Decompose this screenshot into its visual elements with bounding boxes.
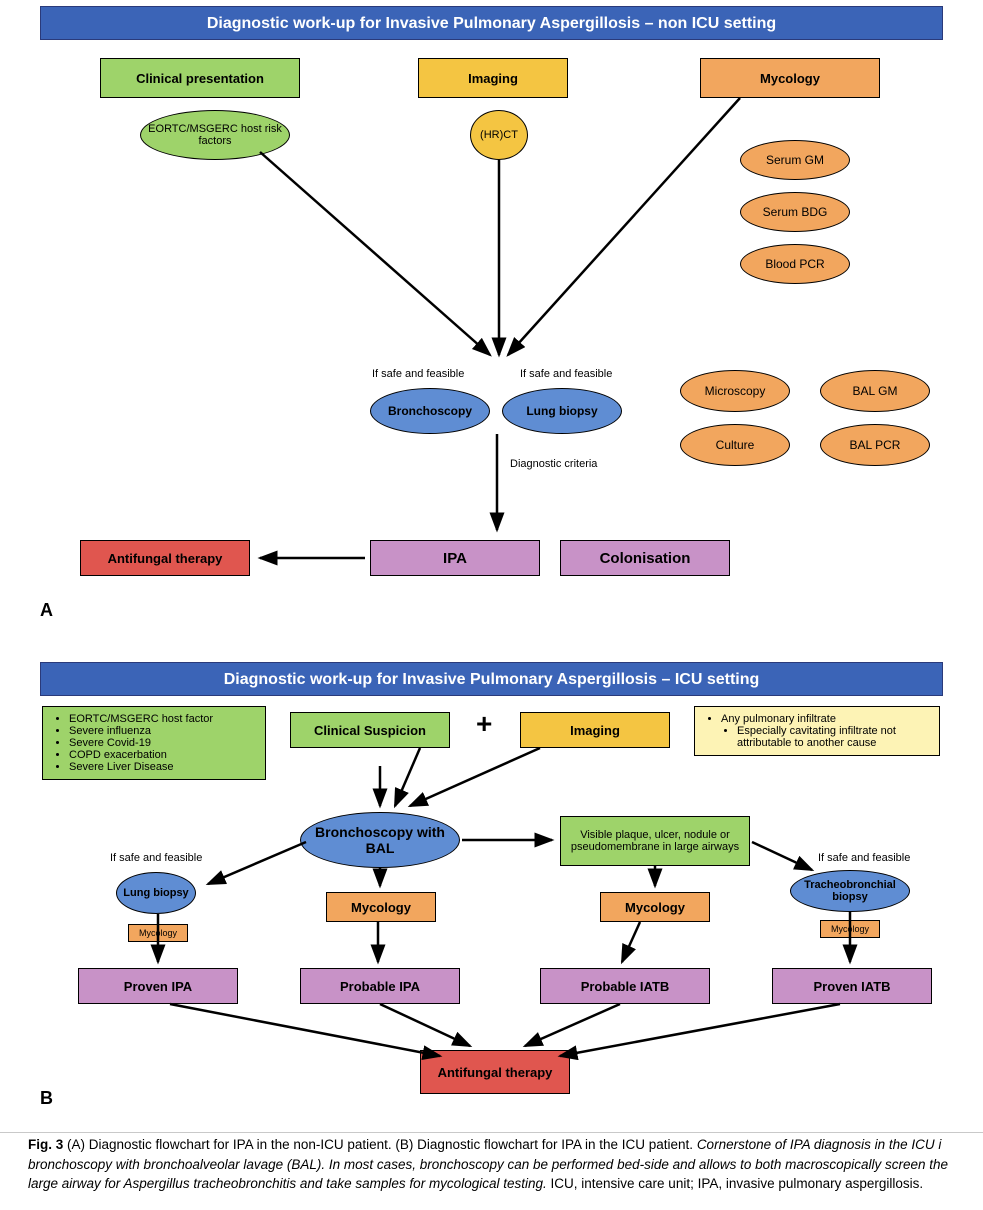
greeninfo-item: COPD exacerbation: [69, 749, 255, 761]
label-safe-right: If safe and feasible: [520, 368, 612, 380]
fig-label: Fig. 3: [28, 1137, 63, 1152]
greeninfo-box: EORTC/MSGERC host factor Severe influenz…: [42, 706, 266, 780]
oval-blood-pcr: Blood PCR: [740, 244, 850, 284]
oval-risk-factors: EORTC/MSGERC host risk factors: [140, 110, 290, 160]
box-mycology-right: Mycology: [600, 892, 710, 922]
oval-bal-pcr: BAL PCR: [820, 424, 930, 466]
title-bar-b: Diagnostic work-up for Invasive Pulmonar…: [40, 662, 943, 696]
caption-parta: (A) Diagnostic flowchart for IPA in the …: [67, 1137, 697, 1152]
box-proven-ipa: Proven IPA: [78, 968, 238, 1004]
greeninfo-item: EORTC/MSGERC host factor: [69, 713, 255, 725]
box-antifungal-b: Antifungal therapy: [420, 1050, 570, 1094]
box-probable-iatb: Probable IATB: [540, 968, 710, 1004]
box-ipa: IPA: [370, 540, 540, 576]
oval-bal-gm: BAL GM: [820, 370, 930, 412]
figure-caption: Fig. 3 (A) Diagnostic flowchart for IPA …: [0, 1132, 983, 1210]
title-bar-a: Diagnostic work-up for Invasive Pulmonar…: [40, 6, 943, 40]
label-safe-left: If safe and feasible: [372, 368, 464, 380]
oval-broncho-bal: Bronchoscopy with BAL: [300, 812, 460, 868]
box-mycology-left: Mycology: [326, 892, 436, 922]
oval-culture: Culture: [680, 424, 790, 466]
label-diag-criteria: Diagnostic criteria: [510, 458, 597, 470]
box-proven-iatb: Proven IATB: [772, 968, 932, 1004]
oval-lung-biopsy-b: Lung biopsy: [116, 872, 196, 914]
box-visible-plaque: Visible plaque, ulcer, nodule or pseudom…: [560, 816, 750, 866]
oval-tb-biopsy: Tracheobronchial biopsy: [790, 870, 910, 912]
oval-bronchoscopy: Bronchoscopy: [370, 388, 490, 434]
label-safe-left-b: If safe and feasible: [110, 852, 202, 864]
panel-b-tag: B: [40, 1088, 53, 1109]
box-mycology: Mycology: [700, 58, 880, 98]
label-safe-right-b: If safe and feasible: [818, 852, 910, 864]
box-antifungal-a: Antifungal therapy: [80, 540, 250, 576]
box-mycology-small-right: Mycology: [820, 920, 880, 938]
greeninfo-item: Severe Covid-19: [69, 737, 255, 749]
yellowinfo-box: Any pulmonary infiltrate Especially cavi…: [694, 706, 940, 756]
box-imaging-b: Imaging: [520, 712, 670, 748]
plus-sign: +: [476, 708, 492, 740]
box-probable-ipa: Probable IPA: [300, 968, 460, 1004]
oval-microscopy: Microscopy: [680, 370, 790, 412]
panel-a: Diagnostic work-up for Invasive Pulmonar…: [0, 0, 983, 640]
oval-serum-gm: Serum GM: [740, 140, 850, 180]
oval-serum-bdg: Serum BDG: [740, 192, 850, 232]
yellowinfo-sub: Especially cavitating infiltrate not att…: [737, 725, 929, 749]
box-clinical-suspicion: Clinical Suspicion: [290, 712, 450, 748]
box-clinical-presentation: Clinical presentation: [100, 58, 300, 98]
greeninfo-item: Severe Liver Disease: [69, 761, 255, 773]
box-imaging: Imaging: [418, 58, 568, 98]
caption-tail: ICU, intensive care unit; IPA, invasive …: [551, 1176, 924, 1191]
panel-b: Diagnostic work-up for Invasive Pulmonar…: [0, 656, 983, 1116]
oval-lung-biopsy: Lung biopsy: [502, 388, 622, 434]
panel-a-tag: A: [40, 600, 53, 621]
greeninfo-item: Severe influenza: [69, 725, 255, 737]
box-colonisation: Colonisation: [560, 540, 730, 576]
yellowinfo-main: Any pulmonary infiltrate Especially cavi…: [721, 713, 929, 749]
oval-hrct: (HR)CT: [470, 110, 528, 160]
box-mycology-small-left: Mycology: [128, 924, 188, 942]
